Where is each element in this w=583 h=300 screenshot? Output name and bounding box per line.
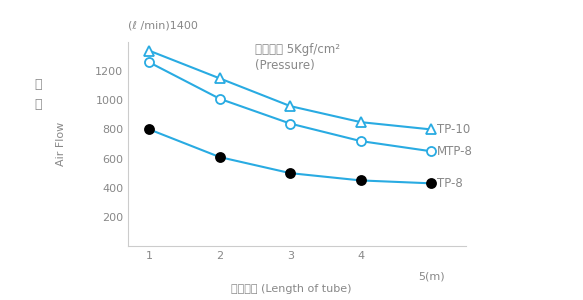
Text: (ℓ /min)1400: (ℓ /min)1400 <box>128 20 198 30</box>
Text: TP-8: TP-8 <box>437 177 462 190</box>
Text: 一次圧力 5Kgf/cm²: 一次圧力 5Kgf/cm² <box>255 44 340 56</box>
Text: Air Flow: Air Flow <box>56 122 66 166</box>
Text: MTP-8: MTP-8 <box>437 145 473 158</box>
Text: TP-10: TP-10 <box>437 123 470 136</box>
Text: 5(m): 5(m) <box>418 272 444 281</box>
Text: (Pressure): (Pressure) <box>255 59 315 72</box>
Text: 配管長さ (Length of tube): 配管長さ (Length of tube) <box>231 284 352 294</box>
Text: 流: 流 <box>34 77 41 91</box>
Text: 量: 量 <box>34 98 41 112</box>
